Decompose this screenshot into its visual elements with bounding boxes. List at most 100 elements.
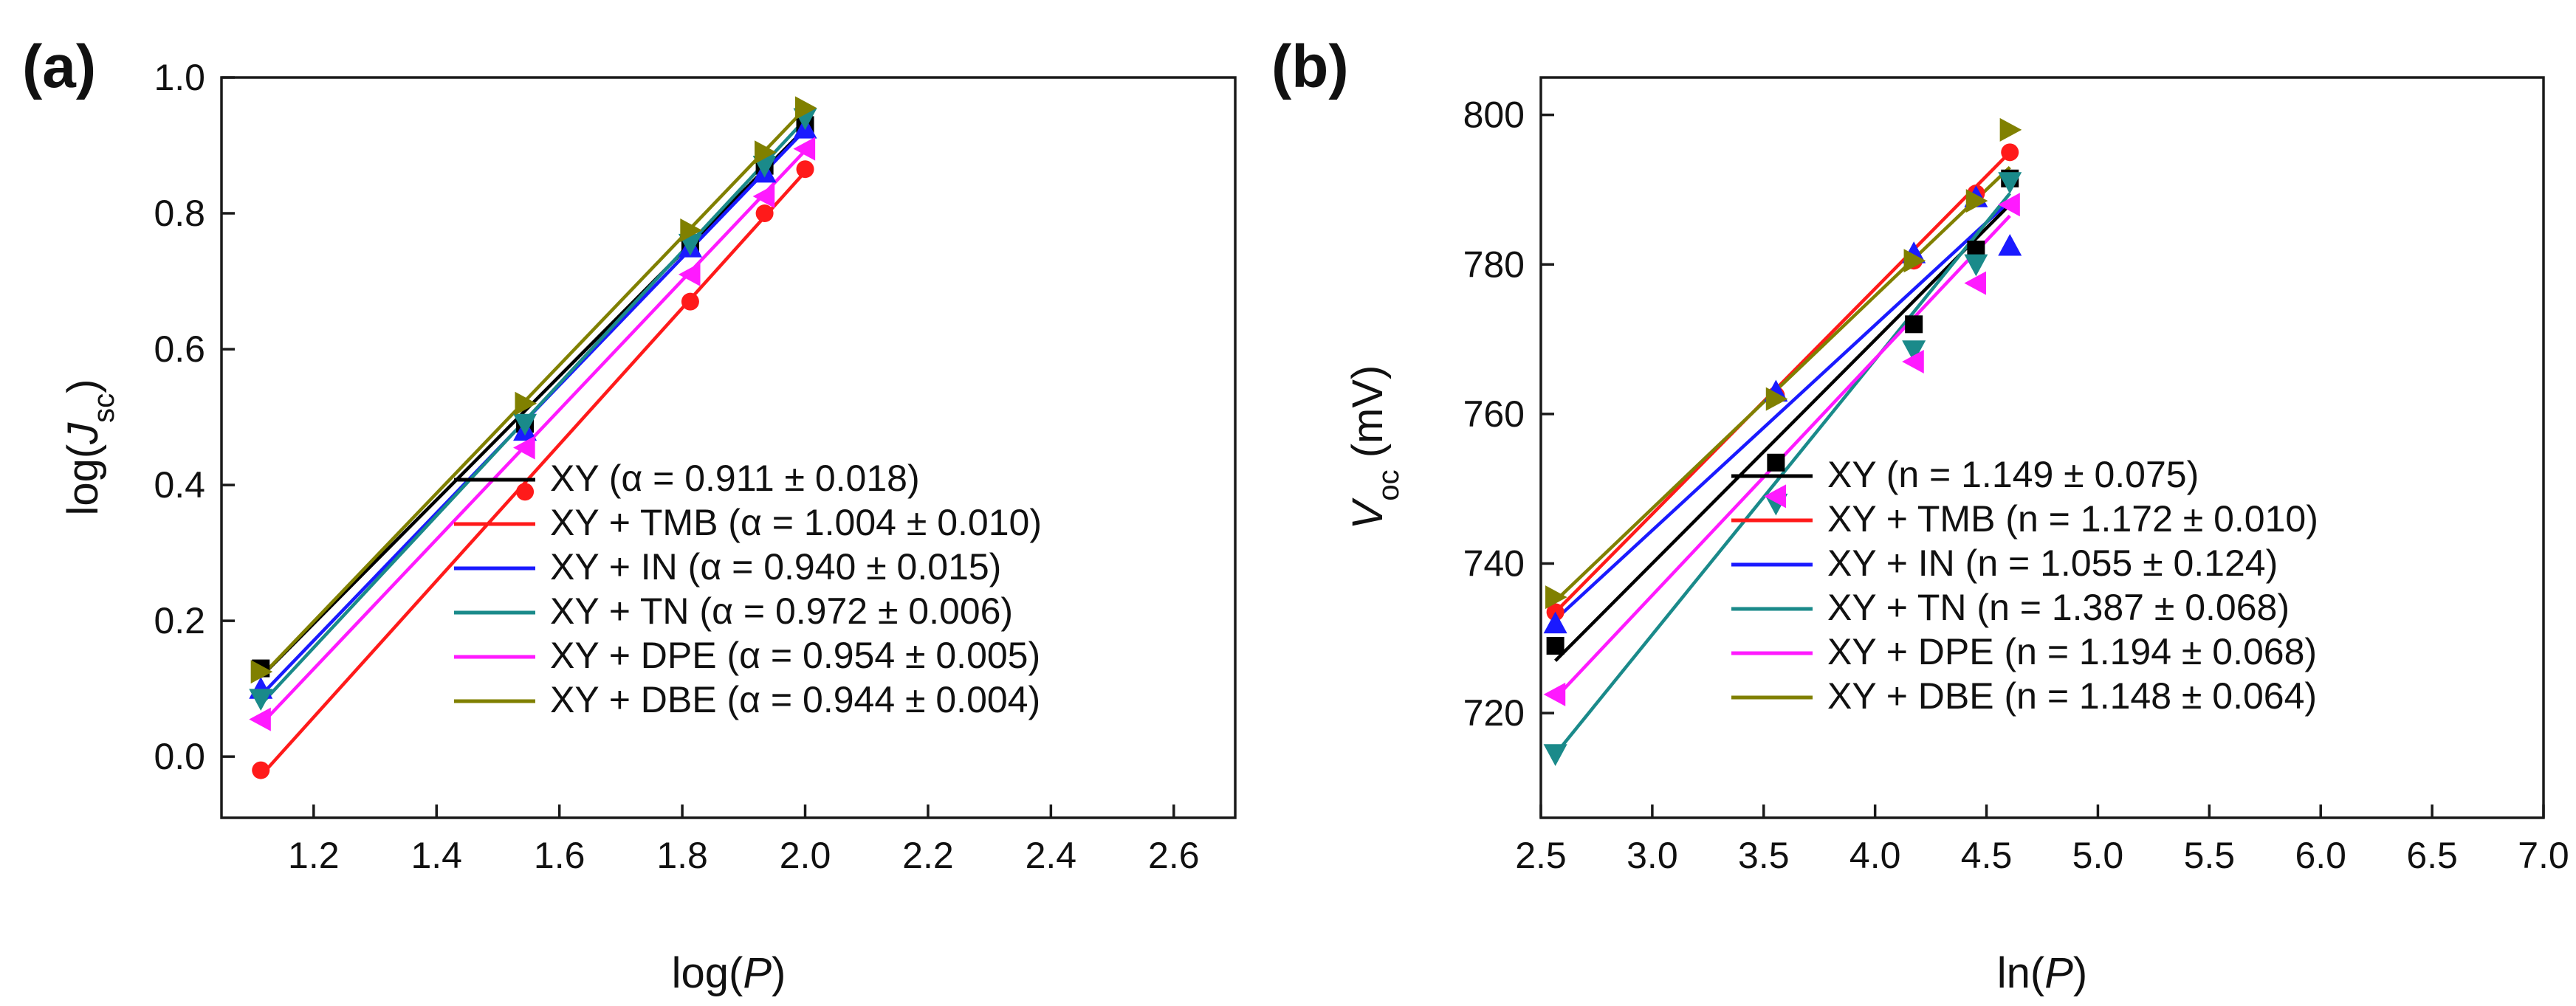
data-point-xy-tmb — [2001, 143, 2019, 162]
x-tick-label: 2.5 — [1515, 835, 1567, 876]
data-point-xy-dbe — [250, 660, 273, 684]
data-point-xy-dbe — [794, 96, 817, 120]
data-point-xy-tn — [1902, 340, 1926, 362]
fit-line-xy-in — [1554, 199, 2011, 621]
fit-line-xy-tn — [1553, 192, 2011, 756]
data-point-xy-dpe — [678, 262, 701, 286]
data-point-xy-tmb — [516, 483, 535, 501]
panel-a: (a) 1.2 1.4 1.6 1.8 2.0 2.2 2.4 2.6 0.00.20.40.… — [22, 33, 1237, 997]
panel-a-y-axis-title: log(Jsc) — [59, 379, 120, 515]
data-point-xy-dpe — [1764, 484, 1786, 509]
panel-a-x-ticks: 1.2 1.4 1.6 1.8 2.0 2.2 2.4 2.6 — [288, 805, 1200, 876]
data-point-xy-dbe — [1965, 189, 1988, 213]
x-tick-label: 2.2 — [902, 835, 954, 876]
y-tick-label: 1.0 — [154, 57, 205, 98]
x-tick-label: 2.4 — [1026, 835, 1077, 876]
x-tick-label: 3.5 — [1738, 835, 1790, 876]
y-tick-label: 0.4 — [154, 464, 205, 506]
fit-line-xy — [1554, 203, 2011, 662]
legend-label-xy-tn: XY + TN (α = 0.972 ± 0.006) — [550, 590, 1013, 632]
fit-line-xy-dbe — [259, 107, 807, 678]
data-point-xy-dpe — [249, 707, 271, 731]
data-point-xy-dpe — [1902, 349, 1924, 373]
panel-a-data-points — [249, 96, 817, 779]
x-tick-label: 6.0 — [2295, 835, 2346, 876]
data-point-xy-tn — [1998, 172, 2022, 194]
y-tick-label: 0.2 — [154, 600, 205, 641]
data-point-xy-dbe — [1545, 585, 1567, 610]
data-point-xy-in — [1998, 233, 2022, 256]
data-point-xy — [1546, 636, 1565, 655]
data-point-xy-dbe — [515, 391, 537, 416]
data-point-xy — [1767, 453, 1785, 472]
data-point-xy-dpe — [793, 137, 816, 161]
panel-b-label: (b) — [1271, 33, 1349, 100]
legend-label-xy-dpe: XY + DPE (α = 0.954 ± 0.005) — [550, 635, 1040, 676]
panel-b: (b) 2.5 3.0 3.5 4.0 4.5 5.0 5.5 6.0 6.5 7.0 720 74… — [1271, 33, 2569, 997]
data-point-xy-dbe — [1765, 387, 1788, 411]
x-tick-label: 6.5 — [2406, 835, 2458, 876]
x-tick-label: 2.6 — [1148, 835, 1200, 876]
panel-a-legend: XY (α = 0.911 ± 0.018)XY + TMB (α = 1.00… — [454, 458, 1042, 720]
panel-b-x-ticks: 2.5 3.0 3.5 4.0 4.5 5.0 5.5 6.0 6.5 7.0 — [1515, 805, 2569, 876]
data-point-xy-dbe — [1999, 117, 2022, 142]
y-tick-label: 0.0 — [154, 736, 205, 777]
data-point-xy-dpe — [752, 185, 775, 209]
y-tick-label: 800 — [1463, 94, 1525, 136]
x-tick-label: 3.0 — [1627, 835, 1678, 876]
y-tick-label: 720 — [1463, 692, 1525, 734]
y-tick-label: 0.6 — [154, 328, 205, 370]
data-point-xy-dbe — [1903, 249, 1926, 273]
data-point-xy-dpe — [1964, 271, 1986, 295]
data-point-xy-tn — [1543, 744, 1567, 766]
data-point-xy-tn — [1964, 254, 1988, 277]
panel-b-y-axis-title: Voc (mV) — [1344, 365, 1405, 530]
legend-label-xy-tmb: XY + TMB (α = 1.004 ± 0.010) — [550, 502, 1042, 543]
x-tick-label: 1.4 — [411, 835, 462, 876]
panel-a-plot-frame — [220, 76, 1237, 819]
legend-label-xy-tn: XY + TN (n = 1.387 ± 0.068) — [1827, 587, 2290, 628]
legend-label-xy-dbe: XY + DBE (n = 1.148 ± 0.064) — [1827, 675, 2317, 717]
x-tick-label: 5.0 — [2072, 835, 2124, 876]
panel-b-plot-frame — [1539, 76, 2545, 819]
legend-label-xy-tmb: XY + TMB (n = 1.172 ± 0.010) — [1827, 498, 2318, 540]
data-point-xy-dpe — [513, 435, 535, 460]
x-tick-label: 4.0 — [1849, 835, 1901, 876]
data-point-xy-tmb — [755, 204, 774, 223]
data-point-xy-tmb — [252, 761, 270, 779]
data-point-xy-in — [1543, 611, 1567, 634]
x-tick-label: 1.2 — [288, 835, 340, 876]
panel-a-x-axis-title: log(P) — [672, 949, 786, 997]
data-point-xy-tmb — [681, 292, 699, 311]
legend-label-xy-in: XY + IN (n = 1.055 ± 0.124) — [1827, 542, 2278, 584]
panel-b-legend: XY (n = 1.149 ± 0.075)XY + TMB (n = 1.17… — [1731, 454, 2318, 717]
x-tick-label: 1.6 — [534, 835, 585, 876]
panel-a-label: (a) — [22, 33, 96, 100]
fit-line-xy-dbe — [1554, 165, 2011, 602]
y-tick-label: 760 — [1463, 393, 1525, 435]
data-point-xy-tn — [249, 689, 273, 711]
y-tick-label: 780 — [1463, 244, 1525, 285]
fit-line-xy-tmb — [259, 170, 807, 777]
data-point-xy-dbe — [754, 140, 777, 165]
data-point-xy — [1905, 315, 1923, 334]
data-point-xy-dpe — [1543, 682, 1566, 706]
data-point-xy-dpe — [1998, 193, 2020, 217]
legend-label-xy-dbe: XY + DBE (α = 0.944 ± 0.004) — [550, 679, 1040, 720]
panel-b-data-points — [1543, 117, 2022, 766]
data-point-xy-tn — [513, 413, 537, 436]
panel-a-y-ticks: 0.0 0.2 0.4 0.6 0.8 1.0 — [154, 57, 235, 777]
x-tick-label: 1.8 — [656, 835, 708, 876]
legend-label-xy: XY (α = 0.911 ± 0.018) — [550, 458, 920, 499]
panel-b-y-ticks: 720 740 760 780 800 — [1463, 94, 1554, 734]
data-point-xy-tmb — [796, 160, 814, 179]
panel-b-fit-lines — [1553, 151, 2011, 756]
data-point-xy-dbe — [680, 218, 702, 243]
fit-line-xy-tn — [259, 118, 807, 706]
x-tick-label: 4.5 — [1961, 835, 2013, 876]
legend-label-xy: XY (n = 1.149 ± 0.075) — [1827, 454, 2199, 495]
legend-label-xy-dpe: XY + DPE (n = 1.194 ± 0.068) — [1827, 631, 2317, 672]
y-tick-label: 0.8 — [154, 193, 205, 234]
x-tick-label: 5.5 — [2184, 835, 2236, 876]
legend-label-xy-in: XY + IN (α = 0.940 ± 0.015) — [550, 546, 1001, 588]
